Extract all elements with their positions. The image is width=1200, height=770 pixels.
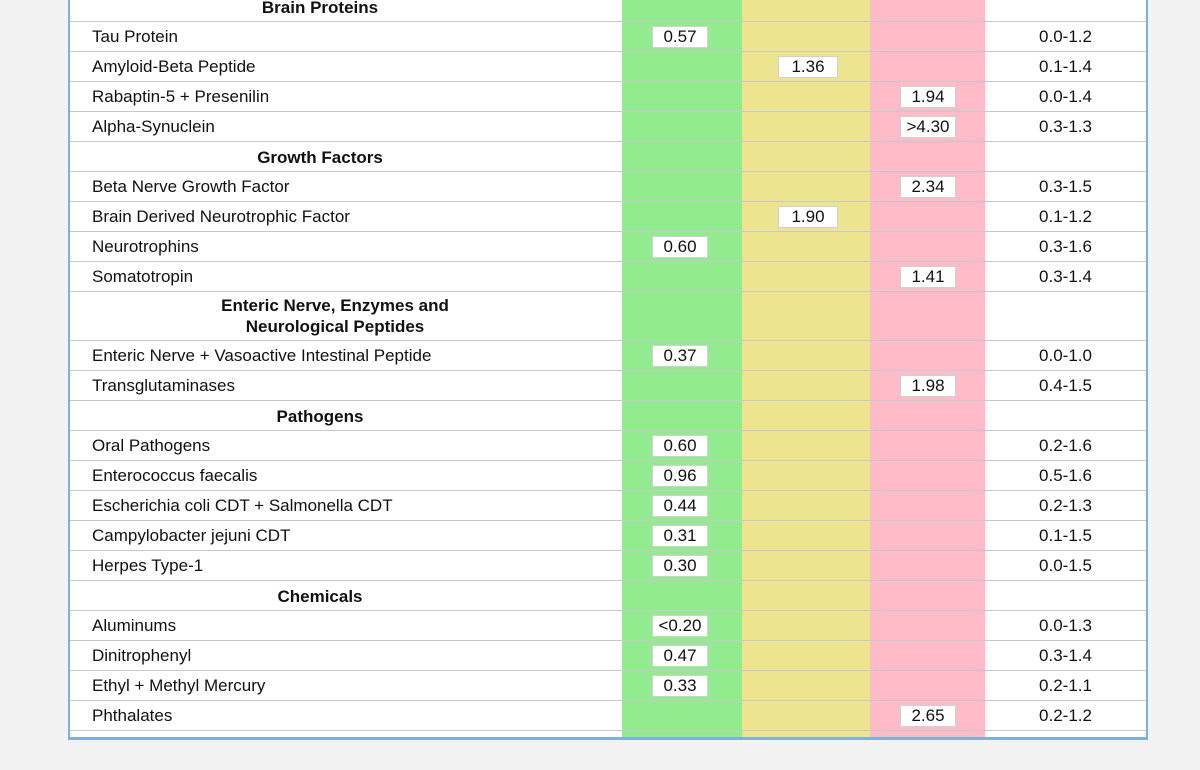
table-row: Campylobacter jejuni CDT 0.31 0.1-1.5 bbox=[70, 521, 1146, 551]
section-header: Brain Proteins bbox=[70, 0, 1146, 22]
table-row: Aluminums <0.20 0.0-1.3 bbox=[70, 611, 1146, 641]
test-name: Tau Protein bbox=[92, 27, 178, 46]
test-name: Enteric Nerve + Vasoactive Intestinal Pe… bbox=[92, 346, 432, 365]
result-value: 0.60 bbox=[652, 435, 708, 457]
reference-range: 0.4-1.5 bbox=[1039, 376, 1092, 395]
result-value: 1.36 bbox=[778, 56, 838, 78]
table-row: Amyloid-Beta Peptide 1.36 0.1-1.4 bbox=[70, 52, 1146, 82]
reference-range: 0.3-1.3 bbox=[1039, 117, 1092, 136]
test-name: Herpes Type-1 bbox=[92, 556, 204, 575]
result-value: >4.30 bbox=[900, 116, 956, 138]
table-row: Alpha-Synuclein >4.30 0.3-1.3 bbox=[70, 112, 1146, 142]
section-header: Enteric Nerve, Enzymes and Neurological P… bbox=[70, 292, 1146, 341]
result-value: 1.41 bbox=[900, 266, 956, 288]
result-value: 0.30 bbox=[652, 555, 708, 577]
results-table: Brain Proteins Tau Protein 0.57 0.0-1.2 Amyl… bbox=[68, 0, 1148, 740]
normal-zone-column bbox=[622, 0, 742, 737]
reference-range: 0.3-1.4 bbox=[1039, 646, 1092, 665]
table-row: Oral Pathogens 0.60 0.2-1.6 bbox=[70, 431, 1146, 461]
test-name: Aluminums bbox=[92, 616, 177, 635]
reference-range: 0.0-1.4 bbox=[1039, 87, 1092, 106]
section-title-line: Neurological Peptides bbox=[245, 317, 425, 336]
result-value: 0.47 bbox=[652, 645, 708, 667]
section-header: Pathogens bbox=[70, 401, 1146, 431]
result-value: 0.31 bbox=[652, 525, 708, 547]
table-row: Neurotrophins 0.60 0.3-1.6 bbox=[70, 232, 1146, 262]
result-value: 0.60 bbox=[652, 236, 708, 258]
table-row: Beta Nerve Growth Factor 2.34 0.3-1.5 bbox=[70, 172, 1146, 202]
test-name: Amyloid-Beta Peptide bbox=[92, 57, 256, 76]
section-title: Enteric Nerve, Enzymes and Neurological P… bbox=[140, 295, 530, 337]
result-value: 1.98 bbox=[900, 375, 956, 397]
result-value: 0.44 bbox=[652, 495, 708, 517]
table-row: Tau Protein 0.57 0.0-1.2 bbox=[70, 22, 1146, 52]
test-name: Beta Nerve Growth Factor bbox=[92, 177, 290, 196]
reference-range: 0.2-1.1 bbox=[1039, 676, 1092, 695]
table-row: Transglutaminases 1.98 0.4-1.5 bbox=[70, 371, 1146, 401]
result-value: 2.65 bbox=[900, 705, 956, 727]
test-name: Brain Derived Neurotrophic Factor bbox=[92, 207, 350, 226]
test-name: Alpha-Synuclein bbox=[92, 117, 215, 136]
table-row: Phthalates 2.65 0.2-1.2 bbox=[70, 701, 1146, 731]
section-header: Growth Factors bbox=[70, 142, 1146, 172]
result-value: 0.57 bbox=[652, 26, 708, 48]
reference-range: 0.0-1.5 bbox=[1039, 556, 1092, 575]
test-name: Enterococcus faecalis bbox=[92, 466, 258, 485]
section-title: Pathogens bbox=[276, 406, 364, 426]
reference-range: 0.3-1.6 bbox=[1039, 237, 1092, 256]
borderline-zone-column bbox=[742, 0, 870, 737]
test-name: Phthalates bbox=[92, 706, 173, 725]
test-name: Somatotropin bbox=[92, 267, 194, 286]
table-row: Brain Derived Neurotrophic Factor 1.90 0.1… bbox=[70, 202, 1146, 232]
reference-range: 0.1-1.2 bbox=[1039, 207, 1092, 226]
reference-range: 0.0-1.0 bbox=[1039, 346, 1092, 365]
table-row: Rabaptin-5 + Presenilin 1.94 0.0-1.4 bbox=[70, 82, 1146, 112]
table-row: Enterococcus faecalis 0.96 0.5-1.6 bbox=[70, 461, 1146, 491]
test-name: Rabaptin-5 + Presenilin bbox=[92, 87, 270, 106]
result-value: 2.34 bbox=[900, 176, 956, 198]
reference-range: 0.2-1.6 bbox=[1039, 436, 1092, 455]
reference-range: 0.3-1.5 bbox=[1039, 177, 1092, 196]
reference-range: 0.1-1.5 bbox=[1039, 526, 1092, 545]
test-name: Ethyl + Methyl Mercury bbox=[92, 676, 266, 695]
table-row: Ethyl + Methyl Mercury 0.33 0.2-1.1 bbox=[70, 671, 1146, 701]
reference-range: 0.0-1.3 bbox=[1039, 616, 1092, 635]
reference-range: 0.2-1.3 bbox=[1039, 496, 1092, 515]
result-value: 0.96 bbox=[652, 465, 708, 487]
section-title: Brain Proteins bbox=[261, 0, 379, 17]
reference-range: 0.2-1.2 bbox=[1039, 706, 1092, 725]
section-title-line: Enteric Nerve, Enzymes and bbox=[221, 296, 449, 315]
reference-range: 0.1-1.4 bbox=[1039, 57, 1092, 76]
result-value: 1.94 bbox=[900, 86, 956, 108]
table-row: Dinitrophenyl 0.47 0.3-1.4 bbox=[70, 641, 1146, 671]
test-name: Oral Pathogens bbox=[92, 436, 211, 455]
reference-range: 0.3-1.4 bbox=[1039, 267, 1092, 286]
reference-range: 0.0-1.2 bbox=[1039, 27, 1092, 46]
section-title: Chemicals bbox=[277, 586, 363, 606]
table-row: Somatotropin 1.41 0.3-1.4 bbox=[70, 262, 1146, 292]
result-value: 0.37 bbox=[652, 345, 708, 367]
result-value: <0.20 bbox=[652, 615, 708, 637]
test-name: Neurotrophins bbox=[92, 237, 199, 256]
section-header: Chemicals bbox=[70, 581, 1146, 611]
result-value: 0.33 bbox=[652, 675, 708, 697]
test-name: Escherichia coli CDT + Salmonella CDT bbox=[92, 496, 393, 515]
test-name: Transglutaminases bbox=[92, 376, 235, 395]
section-title: Growth Factors bbox=[257, 147, 383, 167]
test-name: Campylobacter jejuni CDT bbox=[92, 526, 291, 545]
table-row: Escherichia coli CDT + Salmonella CDT 0.4… bbox=[70, 491, 1146, 521]
result-value: 1.90 bbox=[778, 206, 838, 228]
reference-range: 0.5-1.6 bbox=[1039, 466, 1092, 485]
table-row: Enteric Nerve + Vasoactive Intestinal Pe… bbox=[70, 341, 1146, 371]
table-row: Herpes Type-1 0.30 0.0-1.5 bbox=[70, 551, 1146, 581]
test-name: Dinitrophenyl bbox=[92, 646, 192, 665]
